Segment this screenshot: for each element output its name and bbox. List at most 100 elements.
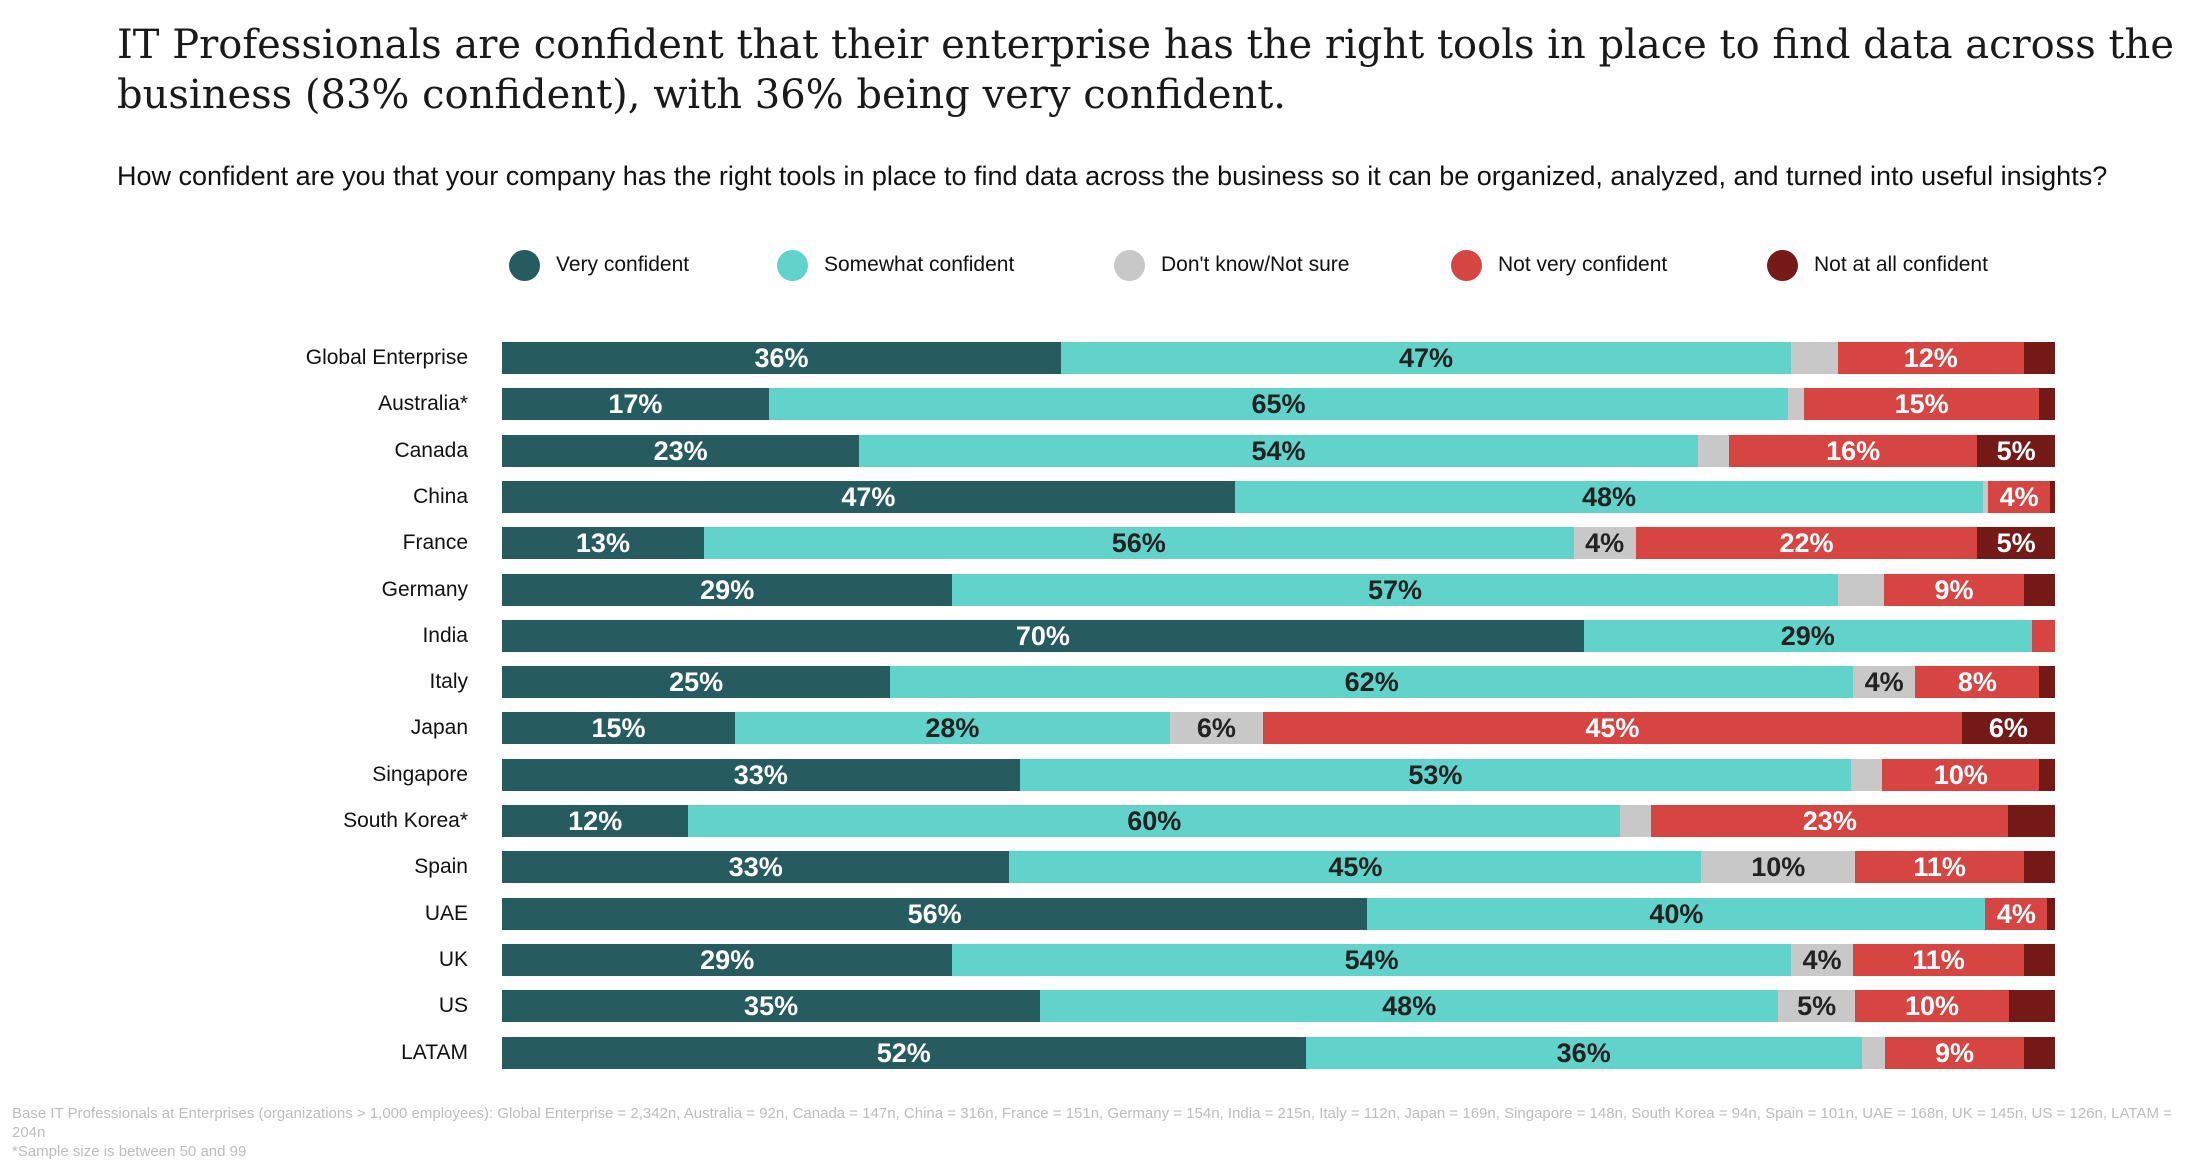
bar-segment — [2024, 851, 2056, 884]
category-label: Japan — [410, 716, 468, 740]
data-label: 11% — [1912, 944, 1965, 975]
bar-segment — [502, 619, 1585, 652]
bar-segment — [1697, 434, 1730, 467]
data-label: 52% — [876, 1037, 931, 1068]
bar-segment — [1728, 434, 1978, 467]
data-label: 56% — [907, 898, 962, 929]
category-label: US — [438, 994, 468, 1018]
bar-segment — [2023, 943, 2056, 976]
category-label: Spain — [414, 855, 468, 879]
bar-segment — [890, 666, 1854, 699]
data-label: 6% — [1196, 713, 1236, 744]
bar-segment — [1234, 480, 1984, 513]
legend-swatch-icon — [1451, 249, 1482, 281]
bar-segment — [2047, 897, 2056, 930]
legend-swatch-icon — [1767, 249, 1798, 281]
bar-segment — [1983, 480, 1989, 513]
bar-segment — [1262, 712, 1963, 745]
data-label: 53% — [1408, 759, 1463, 790]
bar-segment — [703, 527, 1575, 560]
bar-segment — [502, 666, 891, 699]
bar-segment — [1061, 342, 1792, 374]
data-label: 54% — [1344, 944, 1399, 975]
bar-segment — [1635, 527, 1978, 560]
bar-segment — [2039, 666, 2056, 699]
data-label: 45% — [1585, 713, 1640, 744]
bar-segment — [1977, 527, 2056, 560]
data-label: 22% — [1779, 528, 1834, 559]
bar-segment — [502, 943, 953, 976]
category-label: France — [402, 531, 468, 555]
bar-segment — [1837, 573, 1885, 606]
bar-segment — [688, 805, 1621, 837]
chart-subtitle: How confident are you that your company … — [117, 161, 2108, 191]
bar-segment — [1987, 480, 2051, 513]
footnote-base: Base IT Professionals at Enterprises (or… — [12, 1105, 2172, 1141]
bar-segment — [952, 943, 1792, 976]
legend-label: Not at all confident — [1814, 253, 1988, 276]
bar-segment — [1961, 712, 2056, 745]
data-label: 6% — [1988, 713, 2028, 744]
data-label: 28% — [925, 713, 980, 744]
data-label: 47% — [841, 481, 896, 512]
bar-segment — [2023, 573, 2056, 606]
stacked-bar-chart: Global Enterprise 36% 47% 12% Australia* 17% 6… — [306, 342, 2056, 1069]
chart-title: IT Professionals are confident that thei… — [117, 22, 2174, 118]
data-label: 48% — [1382, 991, 1437, 1022]
bar-segment — [1040, 990, 1779, 1023]
bar-segment — [2039, 388, 2056, 421]
category-label: UAE — [424, 901, 468, 925]
bar-segment — [1367, 897, 1986, 930]
bar-segment — [2024, 1036, 2056, 1069]
data-label: 48% — [1582, 481, 1637, 512]
bar-segment — [952, 573, 1839, 606]
legend-very-confident: Very confident — [509, 248, 689, 282]
bar-segment — [2023, 342, 2056, 374]
bar-segment — [502, 573, 953, 606]
bar-segment — [1019, 758, 1852, 791]
data-label: 11% — [1913, 852, 1966, 883]
bar-segment — [1788, 388, 1805, 421]
category-label: Canada — [394, 438, 468, 462]
data-label: 29% — [1780, 620, 1835, 651]
data-label: 4% — [1996, 898, 2036, 929]
category-label: China — [413, 484, 468, 508]
bar-segment — [502, 851, 1010, 884]
data-label: 23% — [653, 435, 708, 466]
bar-segment — [502, 388, 770, 421]
bar-segment — [1853, 943, 2025, 976]
data-label: 9% — [1934, 574, 1974, 605]
category-label: India — [422, 623, 468, 647]
category-label: Australia* — [378, 392, 468, 416]
bar-segment — [2008, 805, 2056, 837]
bar-segment — [1985, 897, 2048, 930]
bar-segment — [768, 388, 1789, 421]
bar-segment — [502, 712, 736, 745]
data-label: 10% — [1751, 852, 1806, 883]
data-label: 25% — [669, 667, 724, 698]
legend-dont-know: Don't know/Not sure — [1114, 248, 1349, 282]
legend-not-at-all-confident: Not at all confident — [1767, 248, 1988, 282]
data-label: 13% — [575, 528, 630, 559]
legend-somewhat-confident: Somewhat confident — [777, 248, 1014, 282]
bar-segment — [1885, 1036, 2025, 1069]
bar-segment — [734, 712, 1171, 745]
bar-segment — [1861, 1036, 1886, 1069]
bar-segment — [1620, 805, 1652, 837]
bar-segment — [502, 758, 1021, 791]
bar-segment — [1701, 851, 1856, 884]
data-label: 9% — [1935, 1037, 1975, 1068]
data-label: 57% — [1367, 574, 1422, 605]
data-label: 10% — [1904, 991, 1959, 1022]
bar-segment — [502, 1036, 1307, 1069]
data-label: 23% — [1802, 806, 1857, 836]
bar-segment — [502, 342, 1062, 374]
data-label: 33% — [728, 852, 783, 883]
bar-segment — [1855, 851, 2025, 884]
data-label: 5% — [1996, 528, 2036, 559]
legend-not-very-confident: Not very confident — [1451, 248, 1667, 282]
data-label: 4% — [1864, 667, 1904, 698]
data-label: 4% — [1999, 481, 2039, 512]
bar-segment — [2050, 480, 2056, 513]
data-label: 4% — [1802, 944, 1842, 975]
